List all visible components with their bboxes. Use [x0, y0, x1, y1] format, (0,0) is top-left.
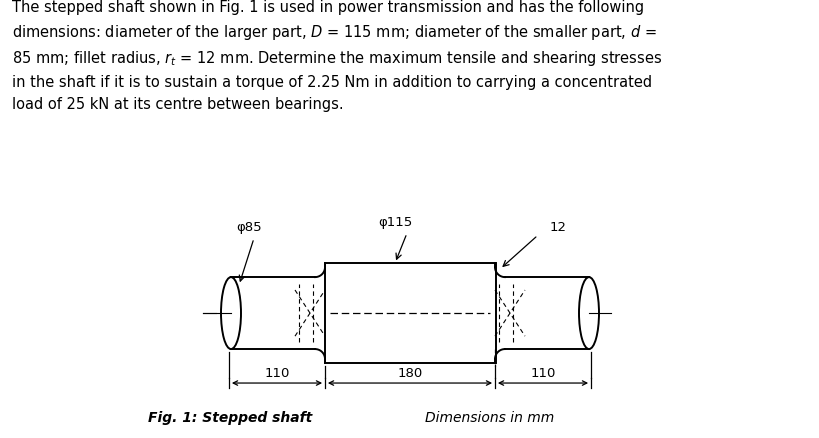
Ellipse shape — [578, 277, 598, 349]
Text: 180: 180 — [397, 366, 422, 379]
Text: Fig. 1: Stepped shaft: Fig. 1: Stepped shaft — [147, 410, 312, 424]
Text: φ115: φ115 — [378, 215, 412, 229]
Text: 110: 110 — [264, 366, 289, 379]
Text: φ85: φ85 — [236, 221, 261, 233]
Text: 110: 110 — [530, 366, 555, 379]
Text: Dimensions in mm: Dimensions in mm — [425, 410, 554, 424]
Text: The stepped shaft shown in Fig. 1 is used in power transmission and has the foll: The stepped shaft shown in Fig. 1 is use… — [12, 0, 662, 111]
Bar — [324, 264, 495, 363]
Ellipse shape — [221, 277, 241, 349]
Text: 12: 12 — [550, 221, 566, 233]
